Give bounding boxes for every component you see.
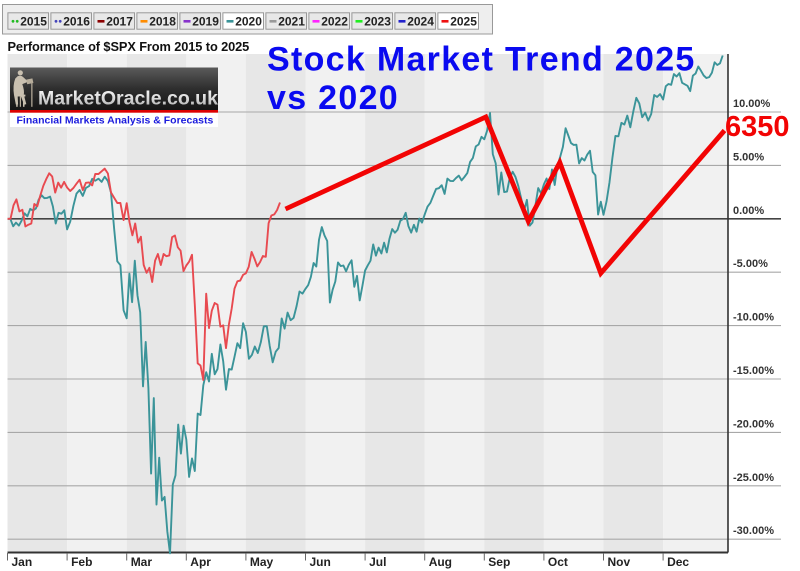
svg-text:-20.00%: -20.00% xyxy=(733,418,774,430)
svg-text:2019: 2019 xyxy=(192,14,219,28)
svg-text:Dec: Dec xyxy=(667,555,689,569)
svg-text:Financial Markets Analysis & F: Financial Markets Analysis & Forecasts xyxy=(17,115,214,127)
svg-text:Oct: Oct xyxy=(548,555,568,569)
svg-text:2018: 2018 xyxy=(149,14,176,28)
svg-text:Stock Market Trend 2025: Stock Market Trend 2025 xyxy=(267,41,696,79)
svg-text:2023: 2023 xyxy=(364,14,391,28)
svg-text:Feb: Feb xyxy=(71,555,92,569)
svg-text:2015: 2015 xyxy=(20,14,47,28)
svg-text:Jun: Jun xyxy=(310,555,331,569)
svg-text:-25.00%: -25.00% xyxy=(733,472,774,484)
svg-text:Mar: Mar xyxy=(131,555,153,569)
svg-text:Aug: Aug xyxy=(429,555,452,569)
svg-text:-15.00%: -15.00% xyxy=(733,365,774,377)
svg-text:2017: 2017 xyxy=(106,14,133,28)
svg-text:Jan: Jan xyxy=(12,555,33,569)
svg-text:-30.00%: -30.00% xyxy=(733,525,774,537)
svg-text:Performance of $SPX From 2015: Performance of $SPX From 2015 to 2025 xyxy=(8,39,250,54)
svg-text:Nov: Nov xyxy=(608,555,631,569)
svg-text:5.00%: 5.00% xyxy=(733,151,764,163)
svg-text:MarketOracle.co.uk: MarketOracle.co.uk xyxy=(38,88,218,110)
svg-text:6350: 6350 xyxy=(725,111,790,143)
svg-text:2025: 2025 xyxy=(450,14,477,28)
svg-text:2016: 2016 xyxy=(63,14,90,28)
svg-text:Apr: Apr xyxy=(190,555,211,569)
svg-text:2022: 2022 xyxy=(321,14,348,28)
svg-text:-10.00%: -10.00% xyxy=(733,312,774,324)
svg-text:2020: 2020 xyxy=(235,14,262,28)
svg-text:2021: 2021 xyxy=(278,14,305,28)
svg-text:2024: 2024 xyxy=(407,14,434,28)
svg-text:vs 2020: vs 2020 xyxy=(267,79,399,117)
svg-text:-5.00%: -5.00% xyxy=(733,258,768,270)
svg-text:0.00%: 0.00% xyxy=(733,205,764,217)
svg-text:Sep: Sep xyxy=(488,555,510,569)
svg-text:May: May xyxy=(250,555,274,569)
svg-text:10.00%: 10.00% xyxy=(733,98,771,110)
svg-text:Jul: Jul xyxy=(369,555,386,569)
